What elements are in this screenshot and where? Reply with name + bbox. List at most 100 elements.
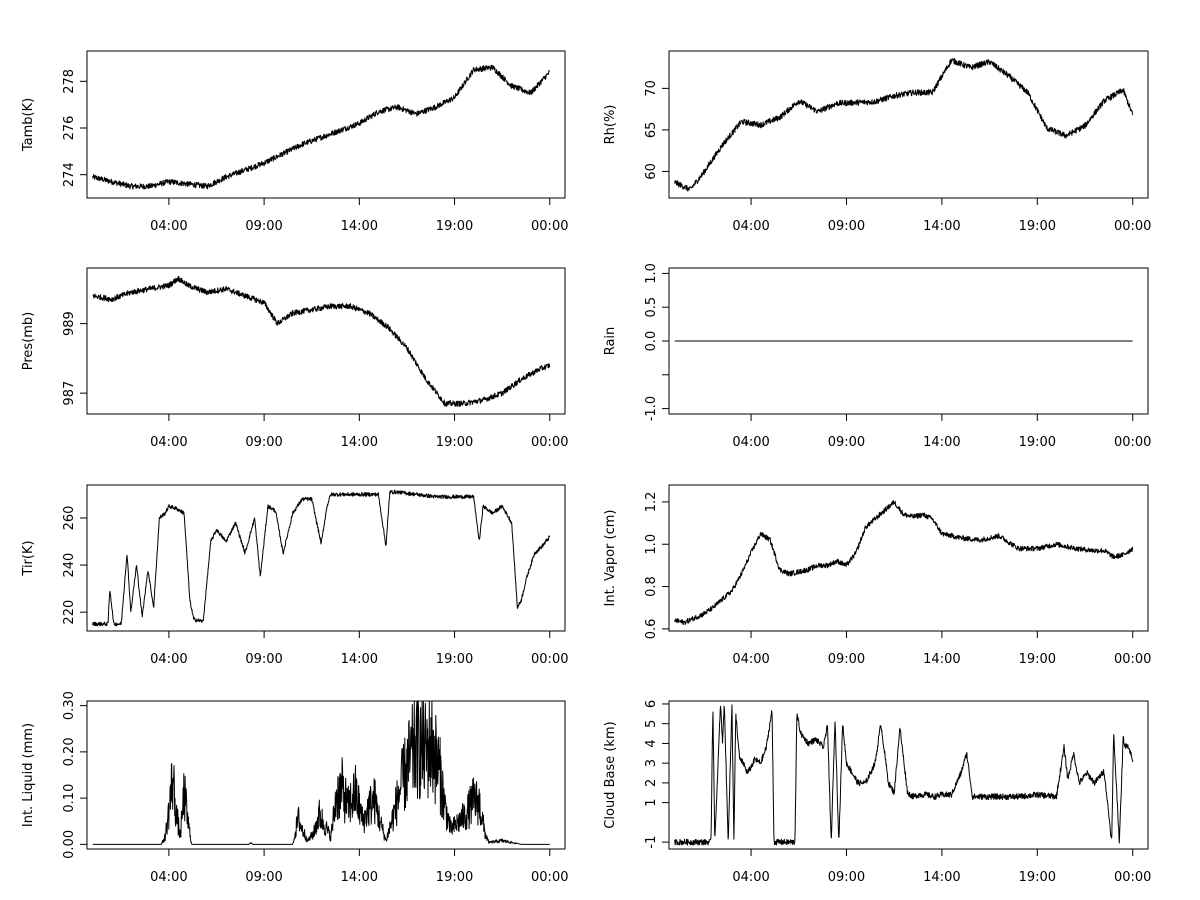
y-tick-label: 0.8 <box>644 576 659 597</box>
x-tick-label: 09:00 <box>828 435 865 450</box>
plot-frame <box>86 267 566 415</box>
y-axis-label: Int. Vapor (cm) <box>603 510 618 607</box>
x-tick-label: 04:00 <box>150 652 187 667</box>
x-tick-label: 04:00 <box>150 870 187 885</box>
series-line-int-vapor <box>674 499 1134 626</box>
x-tick-label: 14:00 <box>923 219 960 234</box>
plot-frame <box>86 700 566 850</box>
x-tick-label: 04:00 <box>732 219 769 234</box>
y-tick-label: 989 <box>62 311 77 336</box>
y-tick-label: 60 <box>644 163 659 180</box>
panel-0: 04:00 09:00 14:00 19:00 00:00 274 276 278 Tamb(K… <box>21 50 568 234</box>
x-tick-label: 14:00 <box>341 870 378 885</box>
plot-frame <box>86 50 566 199</box>
x-tick-label: 00:00 <box>1114 652 1151 667</box>
y-axis-label: Int. Liquid (mm) <box>21 723 36 827</box>
plot-frame <box>668 700 1149 850</box>
y-tick-label: 1 <box>644 798 659 806</box>
series-line-rh <box>674 58 1134 192</box>
y-tick-label: -1 <box>644 836 659 849</box>
x-tick-label: 14:00 <box>341 219 378 234</box>
panel-2: 04:00 09:00 14:00 19:00 00:00 987 989 Pres(mb) <box>21 267 568 450</box>
y-axis-label: Rain <box>603 327 618 356</box>
y-tick-label: 2 <box>644 779 659 787</box>
x-tick-label: 04:00 <box>732 652 769 667</box>
x-tick-label: 19:00 <box>1019 219 1056 234</box>
x-tick-label: 19:00 <box>1019 652 1056 667</box>
x-tick-label: 14:00 <box>341 652 378 667</box>
x-tick-label: 19:00 <box>1019 870 1056 885</box>
y-tick-label: 1.2 <box>644 492 659 513</box>
y-axis-label: Cloud Base (km) <box>603 721 618 828</box>
x-tick-label: 09:00 <box>245 652 282 667</box>
plot-frame <box>86 484 566 632</box>
x-tick-label: 00:00 <box>531 870 568 885</box>
panel-6: 04:00 09:00 14:00 19:00 00:00 0.00 0.10 0.20 0.3… <box>21 691 568 885</box>
y-tick-label: 278 <box>62 69 77 94</box>
x-tick-label: 04:00 <box>732 435 769 450</box>
x-tick-label: 19:00 <box>436 219 473 234</box>
y-tick-label: 6 <box>644 700 659 708</box>
x-tick-label: 19:00 <box>436 652 473 667</box>
y-tick-label: 274 <box>62 162 77 187</box>
y-tick-label: 1.0 <box>644 263 659 284</box>
y-tick-label: 0.20 <box>62 737 77 766</box>
y-tick-label: 4 <box>644 739 659 747</box>
series-line-tamb <box>92 64 551 190</box>
y-tick-label: 65 <box>644 122 659 139</box>
y-tick-label: 5 <box>644 720 659 728</box>
y-axis-label: Tir(K) <box>21 540 36 576</box>
x-tick-label: 04:00 <box>150 219 187 234</box>
x-tick-label: 09:00 <box>828 870 865 885</box>
y-tick-label: 0.30 <box>62 691 77 720</box>
y-tick-label: 220 <box>62 600 77 625</box>
series-line-pres <box>92 275 551 407</box>
x-tick-label: 00:00 <box>531 219 568 234</box>
plot-frame <box>668 50 1149 199</box>
x-tick-label: 09:00 <box>245 870 282 885</box>
y-tick-label: 987 <box>62 381 77 406</box>
y-tick-label: 0.5 <box>644 297 659 318</box>
y-tick-label: 3 <box>644 759 659 767</box>
x-tick-label: 09:00 <box>828 219 865 234</box>
series-line-int-liquid <box>92 701 550 845</box>
y-tick-label: 0.00 <box>62 830 77 859</box>
x-tick-label: 14:00 <box>923 652 960 667</box>
y-tick-label: 240 <box>62 553 77 578</box>
panel-3: 04:00 09:00 14:00 19:00 00:00 -1.0 0.0 0.5 1.0 Ra… <box>603 263 1151 450</box>
x-tick-label: 00:00 <box>1114 435 1151 450</box>
y-tick-label: 0.0 <box>644 331 659 352</box>
x-tick-label: 09:00 <box>828 652 865 667</box>
y-tick-label: 1.0 <box>644 534 659 555</box>
x-tick-label: 00:00 <box>531 435 568 450</box>
x-tick-label: 00:00 <box>1114 870 1151 885</box>
x-tick-label: 00:00 <box>531 652 568 667</box>
x-tick-label: 09:00 <box>245 435 282 450</box>
x-tick-label: 00:00 <box>1114 219 1151 234</box>
x-tick-label: 09:00 <box>245 219 282 234</box>
plot-frame <box>668 484 1149 632</box>
x-tick-label: 14:00 <box>923 435 960 450</box>
series-line-cloud-base <box>674 704 1134 846</box>
x-tick-label: 19:00 <box>1019 435 1056 450</box>
y-tick-label: 0.10 <box>62 784 77 813</box>
y-tick-label: 0.6 <box>644 619 659 640</box>
y-tick-label: 276 <box>62 116 77 141</box>
x-tick-label: 14:00 <box>923 870 960 885</box>
y-tick-label: 260 <box>62 506 77 531</box>
x-tick-label: 14:00 <box>341 435 378 450</box>
y-tick-label: 70 <box>644 80 659 97</box>
y-axis-label: Tamb(K) <box>21 98 36 152</box>
x-tick-label: 19:00 <box>436 870 473 885</box>
panel-7: 04:00 09:00 14:00 19:00 00:00 -1 1 2 3 4 5 6 Cloud B… <box>603 700 1151 885</box>
y-axis-label: Pres(mb) <box>21 312 36 371</box>
y-tick-label: -1.0 <box>644 396 659 421</box>
x-tick-label: 04:00 <box>732 870 769 885</box>
panel-1: 04:00 09:00 14:00 19:00 00:00 60 65 70 Rh(%) <box>603 50 1151 234</box>
series-line-tir <box>92 489 551 627</box>
panel-4: 04:00 09:00 14:00 19:00 00:00 220 240 260 Tir(K) <box>21 484 568 667</box>
x-tick-label: 04:00 <box>150 435 187 450</box>
x-tick-label: 19:00 <box>436 435 473 450</box>
panel-5: 04:00 09:00 14:00 19:00 00:00 0.6 0.8 1.0 1.2 Int… <box>603 484 1151 667</box>
